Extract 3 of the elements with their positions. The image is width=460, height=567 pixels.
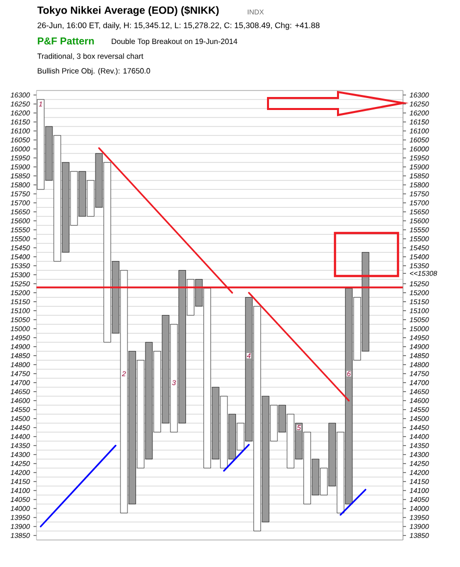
chart-subtitle: 26-Jun, 16:00 ET, daily, H: 15,345.12, L: 15,278.22, C: 15,308.49, Chg: +41.88 (38, 22, 320, 30)
text: P&F Pattern (38, 37, 94, 45)
chart-title: Tokyo Nikkei Average (EOD) ($NIKK) (37, 6, 219, 16)
